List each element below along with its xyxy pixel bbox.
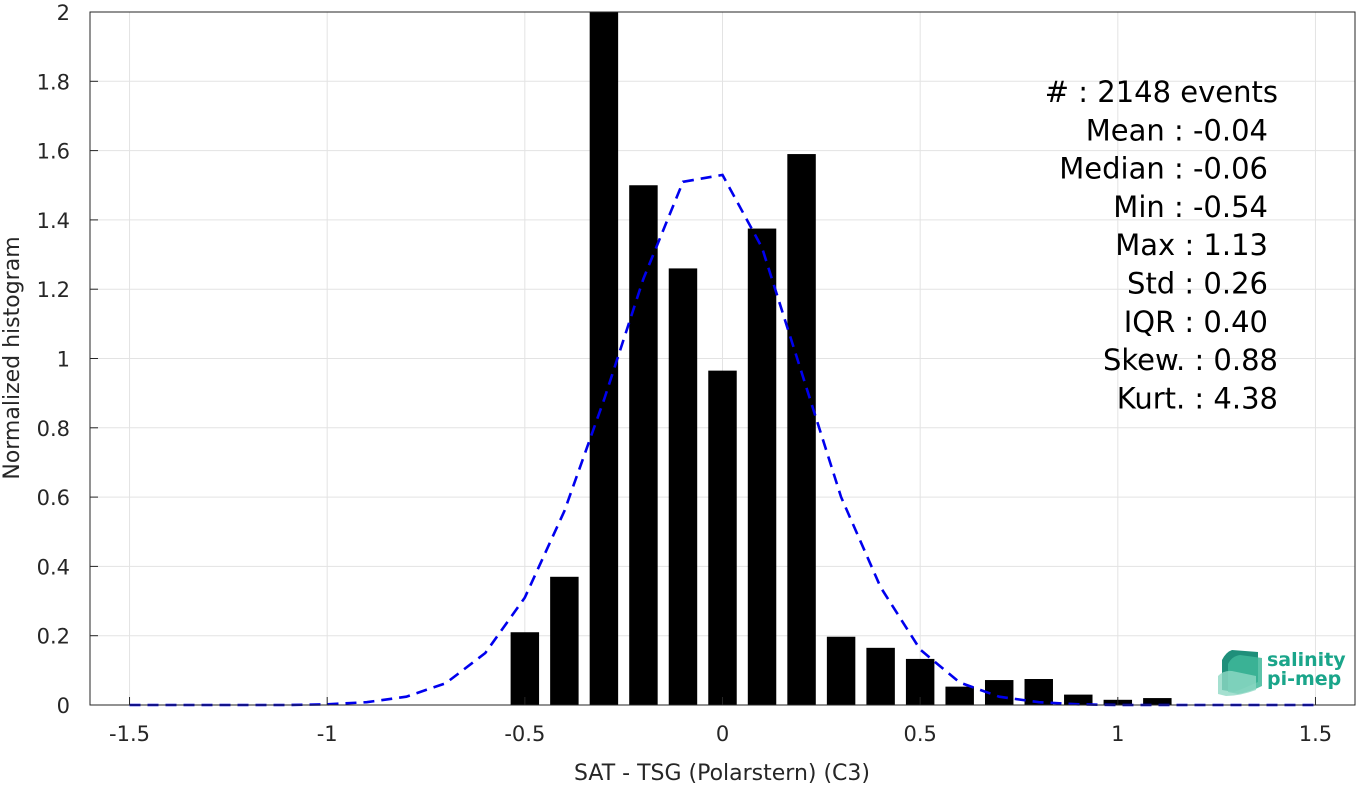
histogram-bar xyxy=(550,576,579,705)
logo-text-salinity: salinity xyxy=(1267,649,1346,671)
histogram-bar xyxy=(945,686,974,705)
statistics-panel: # : 2148 events Mean : -0.04 Median : -0.0… xyxy=(1045,75,1278,415)
x-axis-label: SAT - TSG (Polarstern) (C3) xyxy=(574,761,870,785)
histogram-bar xyxy=(668,268,698,705)
x-axis-ticks: -1.5 -1 -0.5 0 0.5 1 1.5 xyxy=(109,697,1332,746)
histogram-bar xyxy=(708,370,737,705)
stat-line: Mean : -0.04 xyxy=(1086,113,1268,147)
x-tick-label: 1.5 xyxy=(1299,722,1332,746)
y-tick-label: 0.6 xyxy=(37,486,70,510)
histogram-bar xyxy=(510,632,540,705)
histogram-bar xyxy=(866,647,895,705)
histogram-bar xyxy=(1064,694,1093,705)
y-tick-label: 0 xyxy=(57,694,70,718)
stat-line: Skew. : 0.88 xyxy=(1103,343,1278,377)
histogram-bar xyxy=(747,228,777,705)
stat-line: IQR : 0.40 xyxy=(1124,305,1268,339)
stat-line: Std : 0.26 xyxy=(1127,267,1268,301)
x-tick-label: 0 xyxy=(716,722,729,746)
x-tick-label: -0.5 xyxy=(504,722,545,746)
salinity-pi-mep-logo: salinity pi-mep xyxy=(1218,649,1346,696)
y-tick-label: 1.2 xyxy=(37,278,70,302)
y-tick-label: 2 xyxy=(57,1,70,25)
histogram-bar xyxy=(787,154,816,705)
histogram-bars xyxy=(510,12,1172,705)
x-tick-label: 1 xyxy=(1111,722,1124,746)
x-tick-label: 0.5 xyxy=(903,722,936,746)
stat-line: Kurt. : 4.38 xyxy=(1117,381,1278,415)
y-axis-ticks: 0 0.2 0.4 0.6 0.8 1 1.2 1.4 1.6 1.8 2 xyxy=(37,1,98,718)
fit-curve-line xyxy=(129,173,1316,707)
histogram-bar xyxy=(826,636,856,705)
stat-line: Max : 1.13 xyxy=(1115,228,1268,262)
normal-fit-curve xyxy=(129,173,1316,707)
y-axis-label: Normalized histogram xyxy=(0,236,25,479)
histogram-bar xyxy=(589,12,619,705)
histogram-bar xyxy=(1143,698,1172,705)
stat-line: Min : -0.54 xyxy=(1113,190,1268,224)
y-tick-label: 1.4 xyxy=(37,209,70,233)
logo-mark-icon xyxy=(1218,650,1262,696)
x-tick-label: -1 xyxy=(317,722,338,746)
x-tick-label: -1.5 xyxy=(109,722,150,746)
stat-line: Median : -0.06 xyxy=(1059,152,1268,186)
y-tick-label: 0.4 xyxy=(37,555,70,579)
y-tick-label: 1 xyxy=(57,348,70,372)
y-tick-label: 0.2 xyxy=(37,625,70,649)
stat-line: # : 2148 events xyxy=(1045,75,1278,109)
histogram-bar xyxy=(1024,679,1053,705)
y-tick-label: 1.6 xyxy=(37,140,70,164)
histogram-bar xyxy=(629,185,658,705)
logo-text-pi-mep: pi-mep xyxy=(1267,668,1341,690)
y-tick-label: 1.8 xyxy=(37,70,70,94)
y-tick-label: 0.8 xyxy=(37,417,70,441)
